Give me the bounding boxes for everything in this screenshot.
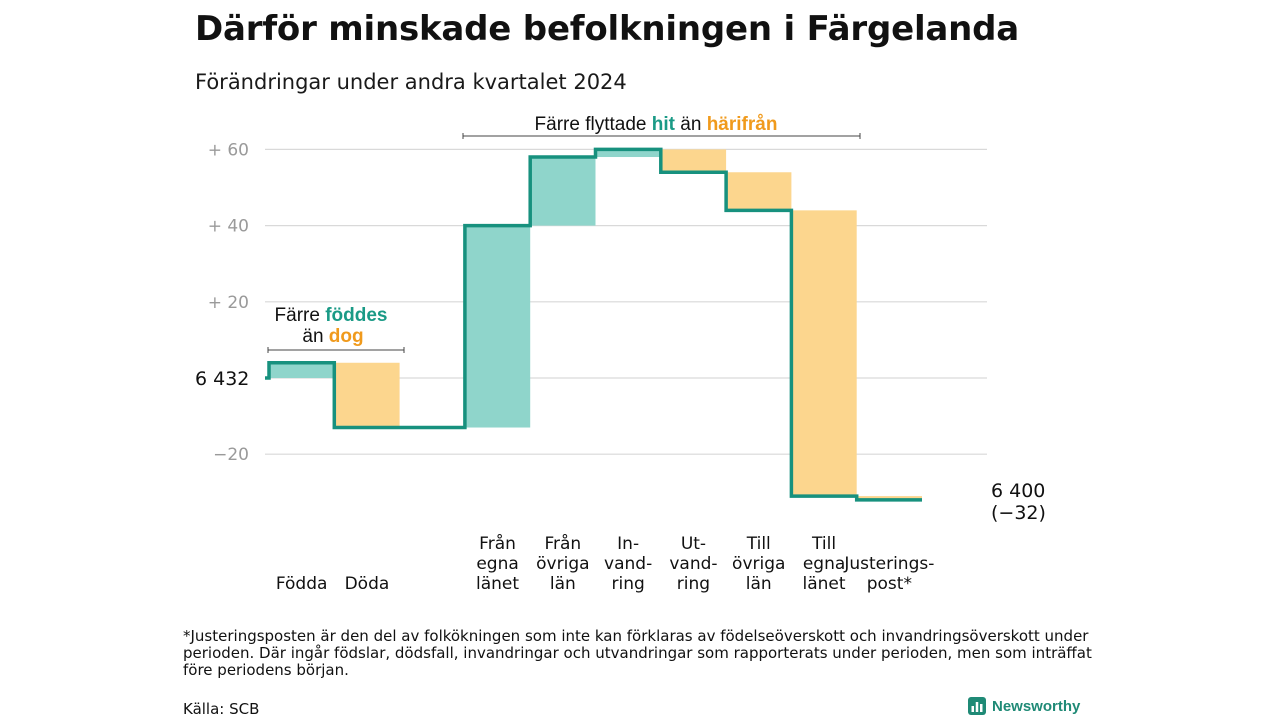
x-category-label: Justerings- xyxy=(843,554,934,574)
bar xyxy=(660,149,727,173)
annotation-highlight-hit: hit xyxy=(652,114,676,135)
x-category-label: egna xyxy=(803,554,845,574)
end-value-label: 6 400 xyxy=(991,480,1045,502)
x-category-label: länet xyxy=(476,574,519,594)
bar xyxy=(269,362,335,378)
bar xyxy=(726,172,792,211)
annotation-migration: Färre flyttade hit än härifrån xyxy=(535,114,778,135)
bar xyxy=(334,362,400,428)
x-category-label: vand- xyxy=(669,554,717,574)
x-category-label: egna xyxy=(476,554,518,574)
chart-subtitle: Förändringar under andra kvartalet 2024 xyxy=(195,70,627,94)
y-tick-label: + 40 xyxy=(208,217,249,237)
annotation-text: Färre flyttade xyxy=(535,114,652,135)
x-category-label: Döda xyxy=(345,574,390,594)
annotation-text: än xyxy=(675,114,707,135)
annotation-text: Färre xyxy=(275,305,326,326)
x-category-label: Ut- xyxy=(681,534,706,554)
annotation-births-line2: än dog xyxy=(302,326,363,347)
y-tick-label: −20 xyxy=(213,445,249,465)
bar xyxy=(530,157,596,226)
x-category-label: länet xyxy=(803,574,846,594)
annotation-text: än xyxy=(302,326,328,347)
y-tick-label: + 20 xyxy=(208,293,249,313)
cumulative-step-line xyxy=(265,147,922,502)
y-tick-label: + 60 xyxy=(208,140,249,160)
x-category-label: vand- xyxy=(604,554,652,574)
x-category-label: Födda xyxy=(276,574,328,594)
x-category-label: övriga xyxy=(732,554,785,574)
annotation-births-line1: Färre föddes xyxy=(275,305,388,326)
bar xyxy=(856,496,922,500)
annotation-highlight-births: föddes xyxy=(325,305,387,326)
start-value-label: 6 432 xyxy=(195,368,249,390)
x-category-label: Till xyxy=(746,534,771,554)
x-category-label: Till xyxy=(811,534,836,554)
annotation-highlight-deaths: dog xyxy=(329,326,364,347)
annotation-highlight-harifran: härifrån xyxy=(707,114,778,135)
x-category-label: län xyxy=(550,574,576,594)
x-category-label: län xyxy=(746,574,772,594)
source-note: Källa: SCB xyxy=(183,700,260,718)
bar xyxy=(595,149,661,158)
x-category-label: ring xyxy=(612,574,645,594)
chart-title: Därför minskade befolkningen i Färgeland… xyxy=(195,9,1020,49)
end-change-label: (−32) xyxy=(991,502,1046,524)
x-category-label: Från xyxy=(544,533,581,554)
bar xyxy=(791,210,857,497)
x-category-label: In- xyxy=(617,534,639,554)
footnote: *Justeringsposten är den del av folkökni… xyxy=(183,627,1092,679)
brand-logo[interactable]: Newsworthy xyxy=(968,697,1080,715)
bar xyxy=(464,225,531,428)
brand-name: Newsworthy xyxy=(992,697,1081,715)
x-category-label: ring xyxy=(677,574,710,594)
x-category-label: övriga xyxy=(536,554,589,574)
bar-chart-icon xyxy=(968,697,986,715)
x-category-label: post* xyxy=(867,574,912,594)
x-category-label: Från xyxy=(479,533,516,554)
